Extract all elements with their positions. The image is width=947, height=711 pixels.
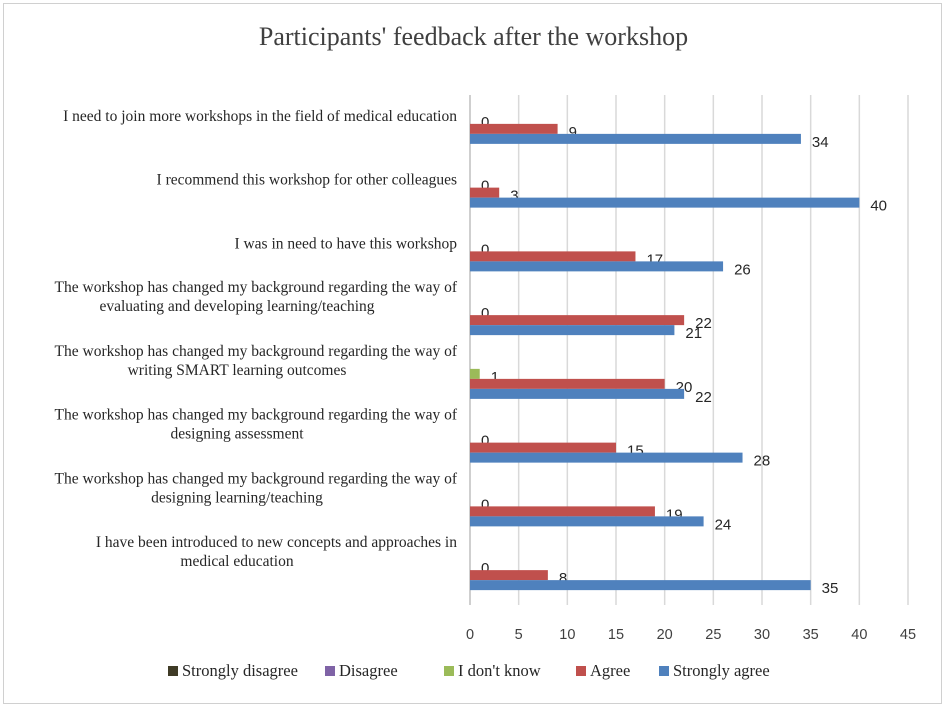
data-label: 0 [481, 433, 489, 450]
category-label: designing assessment [170, 426, 304, 443]
bar [470, 506, 655, 517]
data-label: 28 [754, 453, 771, 470]
category-label: The workshop has changed my background r… [55, 279, 458, 296]
x-tick-label: 25 [705, 627, 721, 643]
bar [470, 378, 665, 389]
data-label: 8 [559, 570, 567, 587]
bar [470, 187, 500, 198]
category-label: I need to join more workshops in the fie… [63, 108, 457, 125]
category-label: evaluating and developing learning/teach… [99, 298, 374, 315]
bar [470, 388, 685, 399]
data-label: 9 [569, 124, 577, 141]
x-tick-label: 10 [559, 627, 575, 643]
data-label: 34 [812, 134, 829, 151]
x-tick-label: 0 [466, 627, 474, 643]
legend-swatch [659, 666, 669, 676]
legend-swatch [576, 666, 586, 676]
data-label: 22 [695, 315, 712, 332]
x-tick-label: 40 [851, 627, 867, 643]
category-label: I recommend this workshop for other coll… [157, 172, 457, 189]
legend-swatch [444, 666, 454, 676]
data-label: 3 [510, 188, 518, 205]
x-tick-label: 30 [754, 627, 770, 643]
data-label: 35 [822, 580, 839, 597]
legend-swatch [325, 666, 335, 676]
x-tick-label: 15 [608, 627, 624, 643]
legend-label: I don't know [458, 661, 541, 680]
bar [470, 580, 811, 591]
category-label: I have been introduced to new concepts a… [96, 534, 457, 551]
category-label: I was in need to have this workshop [234, 235, 457, 252]
category-label: medical education [180, 553, 293, 570]
category-label: The workshop has changed my background r… [55, 343, 458, 360]
x-tick-label: 5 [515, 627, 523, 643]
data-label: 26 [734, 261, 751, 278]
x-tick-label: 35 [803, 627, 819, 643]
data-label: 0 [481, 560, 489, 577]
chart-title: Participants' feedback after the worksho… [258, 22, 689, 51]
category-label: The workshop has changed my background r… [55, 407, 458, 424]
legend-label: Strongly disagree [182, 661, 298, 680]
data-label: 40 [870, 198, 887, 215]
x-tick-label: 45 [900, 627, 916, 643]
legend-label: Agree [590, 661, 630, 680]
bar [470, 251, 636, 262]
bar [470, 133, 801, 144]
data-label: 24 [715, 516, 732, 533]
data-label: 0 [481, 178, 489, 195]
x-tick-label: 20 [657, 627, 673, 643]
data-label: 22 [695, 389, 712, 406]
bar [470, 516, 704, 527]
bar [470, 368, 480, 379]
data-label: 21 [685, 325, 702, 342]
data-label: 1 [491, 369, 499, 386]
bar [470, 452, 743, 463]
legend-swatch [168, 666, 178, 676]
bar [470, 325, 675, 336]
bar [470, 261, 724, 272]
data-label: 0 [481, 496, 489, 513]
bar [470, 197, 860, 208]
data-label: 0 [481, 305, 489, 322]
data-label: 0 [481, 241, 489, 258]
bar [470, 123, 558, 134]
bar [470, 442, 616, 453]
legend-label: Disagree [339, 661, 398, 680]
bar [470, 570, 548, 581]
bar [470, 315, 685, 326]
data-label: 0 [481, 114, 489, 131]
category-label: designing learning/teaching [151, 489, 323, 506]
legend-label: Strongly agree [673, 661, 770, 680]
category-label: The workshop has changed my background r… [55, 470, 458, 487]
category-label: writing SMART learning outcomes [128, 362, 347, 379]
